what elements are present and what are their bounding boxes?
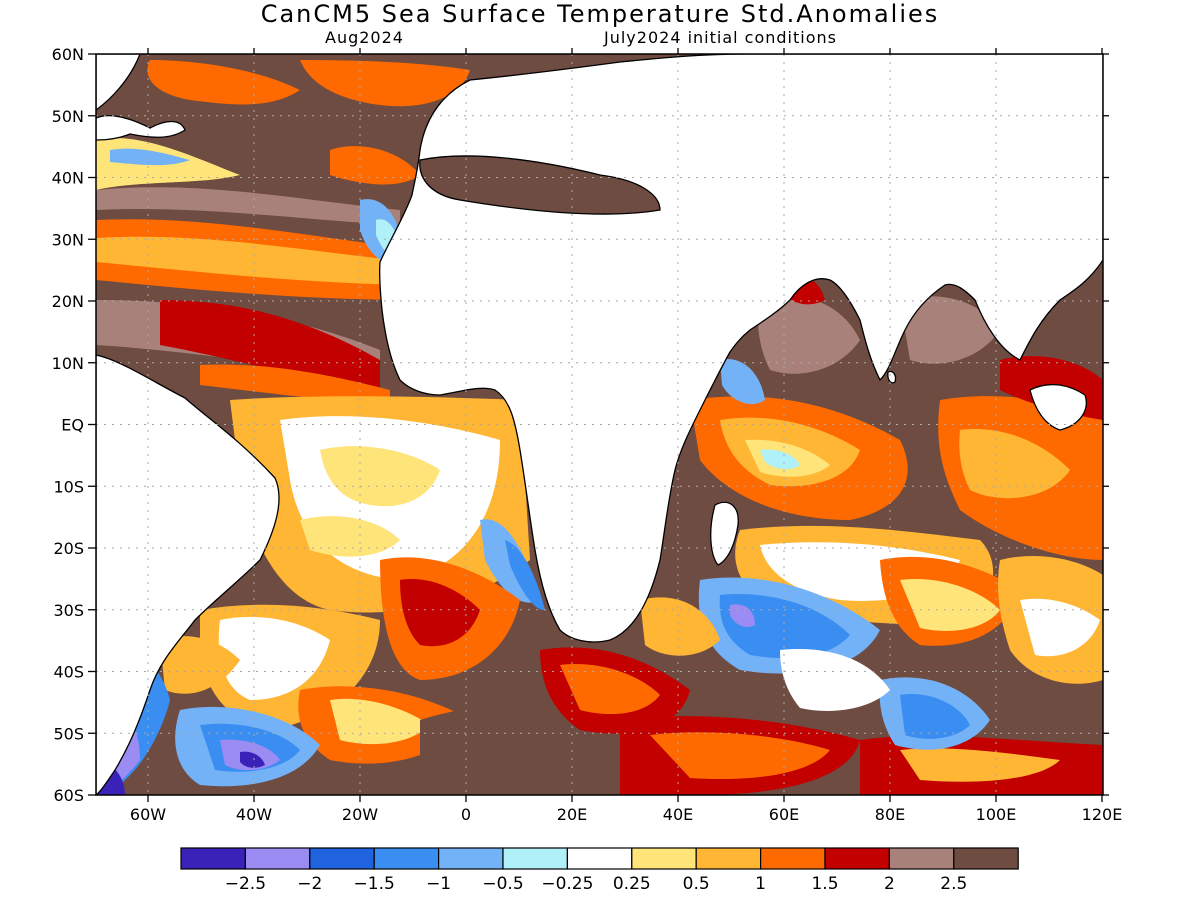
southern-ocean-band	[420, 647, 1103, 795]
lon-label: 80E	[875, 805, 905, 824]
lon-label: 20W	[342, 805, 378, 824]
latitude-axis: 60N 50N 40N 30N 20N 10N EQ 10S 20S 30S 40S 50S 60S	[52, 45, 1109, 805]
colorbar-swatch	[631, 847, 697, 870]
longitude-axis: 60W 40W 20W 0 20E 40E 60E 80E 100E 120E	[130, 48, 1122, 824]
colorbar-label: −2	[297, 874, 322, 894]
colorbar-swatch	[824, 847, 891, 870]
north-america-east-coast	[96, 114, 186, 141]
lat-label: 40N	[52, 169, 84, 188]
colorbar-label: −1	[426, 874, 451, 894]
lat-label: 10N	[52, 354, 84, 373]
lon-label: 60E	[769, 805, 799, 824]
lat-label: 60S	[53, 786, 84, 805]
colorbar-label: 0.5	[683, 874, 710, 894]
colorbar-swatch	[695, 847, 762, 870]
colorbar-swatch	[953, 847, 1019, 870]
lat-label: 40S	[53, 663, 84, 682]
lon-label: 40W	[236, 805, 272, 824]
lat-label: 30S	[53, 601, 84, 620]
south-atlantic-anomalies	[160, 396, 545, 764]
lat-label: 50N	[52, 107, 84, 126]
colorbar-label: −0.5	[482, 874, 523, 894]
lat-label: 20S	[53, 539, 84, 558]
land-masses	[96, 54, 1103, 795]
colorbar-label: 2	[884, 874, 895, 894]
colorbar-swatch	[566, 847, 633, 870]
borneo-sumatra-landmass	[1029, 383, 1087, 431]
colorbar-label: −1.5	[354, 874, 395, 894]
lon-label: 20E	[557, 805, 587, 824]
anomaly-field	[96, 54, 1103, 795]
forecast-month: Aug2024	[325, 28, 404, 47]
colorbar-swatch	[244, 847, 311, 870]
lat-label: EQ	[61, 416, 84, 435]
colorbar: −2.5 −2 −1.5 −1 −0.5 −0.25 0.25 0.5 1 1.5 2 2.5	[180, 847, 1019, 894]
map-title: CanCM5 Sea Surface Temperature Std.Anoma…	[260, 0, 940, 28]
colorbar-swatch	[373, 847, 440, 870]
sri-lanka-landmass	[887, 370, 897, 384]
lon-label: 0	[461, 805, 471, 824]
colorbar-label: 2.5	[940, 874, 967, 894]
lat-label: 60N	[52, 45, 84, 64]
indian-ocean-anomalies	[640, 269, 1103, 750]
colorbar-label: 1	[755, 874, 766, 894]
south-america-landmass	[96, 354, 280, 795]
lat-label: 50S	[53, 724, 84, 743]
lon-label: 120E	[1082, 805, 1123, 824]
colorbar-label: −2.5	[225, 874, 266, 894]
lat-label: 10S	[53, 477, 84, 496]
graticule	[96, 54, 1103, 795]
colorbar-label: 0.25	[613, 874, 651, 894]
colorbar-swatch	[888, 847, 955, 870]
north-america-landmass	[96, 54, 141, 111]
madagascar-landmass	[710, 501, 739, 566]
colorbar-swatch	[180, 847, 247, 870]
initial-conditions: July2024 initial conditions	[604, 28, 837, 47]
lat-label: 30N	[52, 230, 84, 249]
lat-label: 20N	[52, 292, 84, 311]
lon-label: 40E	[663, 805, 693, 824]
lon-label: 100E	[976, 805, 1017, 824]
colorbar-swatch	[309, 847, 375, 870]
colorbar-label: 1.5	[811, 874, 838, 894]
lon-label: 60W	[130, 805, 166, 824]
colorbar-swatch	[438, 847, 504, 870]
colorbar-swatch	[759, 847, 826, 870]
colorbar-label: −0.25	[541, 874, 593, 894]
mediterranean-sea-hole	[419, 155, 661, 215]
colorbar-swatch	[502, 847, 569, 870]
